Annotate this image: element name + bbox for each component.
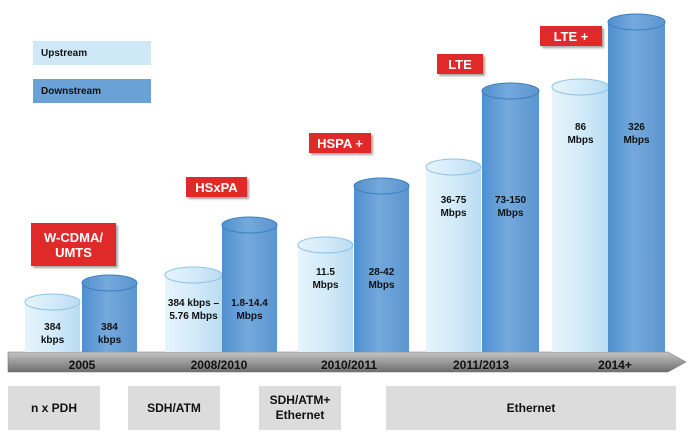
value-label-downstream-3: 73-150 Mbps xyxy=(494,195,527,219)
bar-upstream-1-body xyxy=(165,275,222,352)
transport-box-1: SDH/ATM xyxy=(128,386,220,430)
bar-upstream-3 xyxy=(425,158,482,352)
value-label-downstream-2: 28-42 Mbps xyxy=(368,267,395,291)
year-label-4: 2014+ xyxy=(598,358,632,372)
technology-badge-3: LTE xyxy=(437,54,483,74)
year-label-1: 2008/2010 xyxy=(190,358,248,372)
technology-badge-0: W-CDMA/UMTS xyxy=(31,223,116,266)
bar-upstream-2-body xyxy=(298,245,353,352)
bar-downstream-1 xyxy=(221,216,278,352)
bar-downstream-0 xyxy=(81,274,138,352)
bar-upstream-1 xyxy=(164,266,223,352)
bar-upstream-2-top xyxy=(297,236,354,254)
bar-downstream-2 xyxy=(353,177,410,352)
year-label-2: 2010/2011 xyxy=(320,358,378,372)
bar-upstream-4 xyxy=(551,78,610,352)
value-label-upstream-3: 36-75 Mbps xyxy=(440,195,467,219)
bar-downstream-3-top xyxy=(481,82,540,100)
technology-badge-1: HSxPA xyxy=(186,177,247,197)
bar-downstream-1-top xyxy=(221,216,278,234)
bar-upstream-3-top xyxy=(425,158,482,176)
value-label-upstream-0: 384 kbps xyxy=(40,322,65,346)
technology-badge-4: LTE + xyxy=(540,26,602,46)
legend-downstream: Downstream xyxy=(33,79,151,103)
bar-downstream-3-body xyxy=(482,91,539,352)
bar-downstream-4-top xyxy=(607,13,666,31)
bar-downstream-0-body xyxy=(82,283,137,352)
value-label-downstream-1: 1.8-14.4 Mbps xyxy=(231,298,268,322)
bar-upstream-4-body xyxy=(552,87,609,352)
value-label-upstream-1: 384 kbps –5.76 Mbps xyxy=(167,298,220,322)
bar-upstream-2 xyxy=(297,236,354,352)
transport-box-2: SDH/ATM+ Ethernet xyxy=(259,386,341,430)
bar-downstream-0-top xyxy=(81,274,138,292)
bar-downstream-2-top xyxy=(353,177,410,195)
value-label-downstream-0: 384 kbps xyxy=(97,322,122,346)
bar-upstream-4-top xyxy=(551,78,610,96)
value-label-upstream-2: 11.5 Mbps xyxy=(312,267,339,291)
year-label-0: 2005 xyxy=(68,358,96,372)
bar-downstream-2-body xyxy=(354,186,409,352)
bar-upstream-0-top xyxy=(24,293,81,311)
bar-upstream-1-top xyxy=(164,266,223,284)
bar-upstream-3-body xyxy=(426,167,481,352)
year-label-3: 2011/2013 xyxy=(452,358,510,372)
transport-box-3: Ethernet xyxy=(386,386,676,430)
bar-upstream-0-body xyxy=(25,302,80,352)
bar-downstream-4 xyxy=(607,13,666,352)
bar-downstream-1-body xyxy=(222,225,277,352)
transport-box-0: n x PDH xyxy=(8,386,100,430)
value-label-upstream-4: 86 Mbps xyxy=(567,122,594,146)
bar-upstream-0 xyxy=(24,293,81,352)
technology-badge-2: HSPA + xyxy=(309,133,371,153)
bar-downstream-3 xyxy=(481,82,540,352)
legend-upstream: Upstream xyxy=(33,41,151,65)
bar-downstream-4-body xyxy=(608,22,665,352)
value-label-downstream-4: 326 Mbps xyxy=(623,122,650,146)
